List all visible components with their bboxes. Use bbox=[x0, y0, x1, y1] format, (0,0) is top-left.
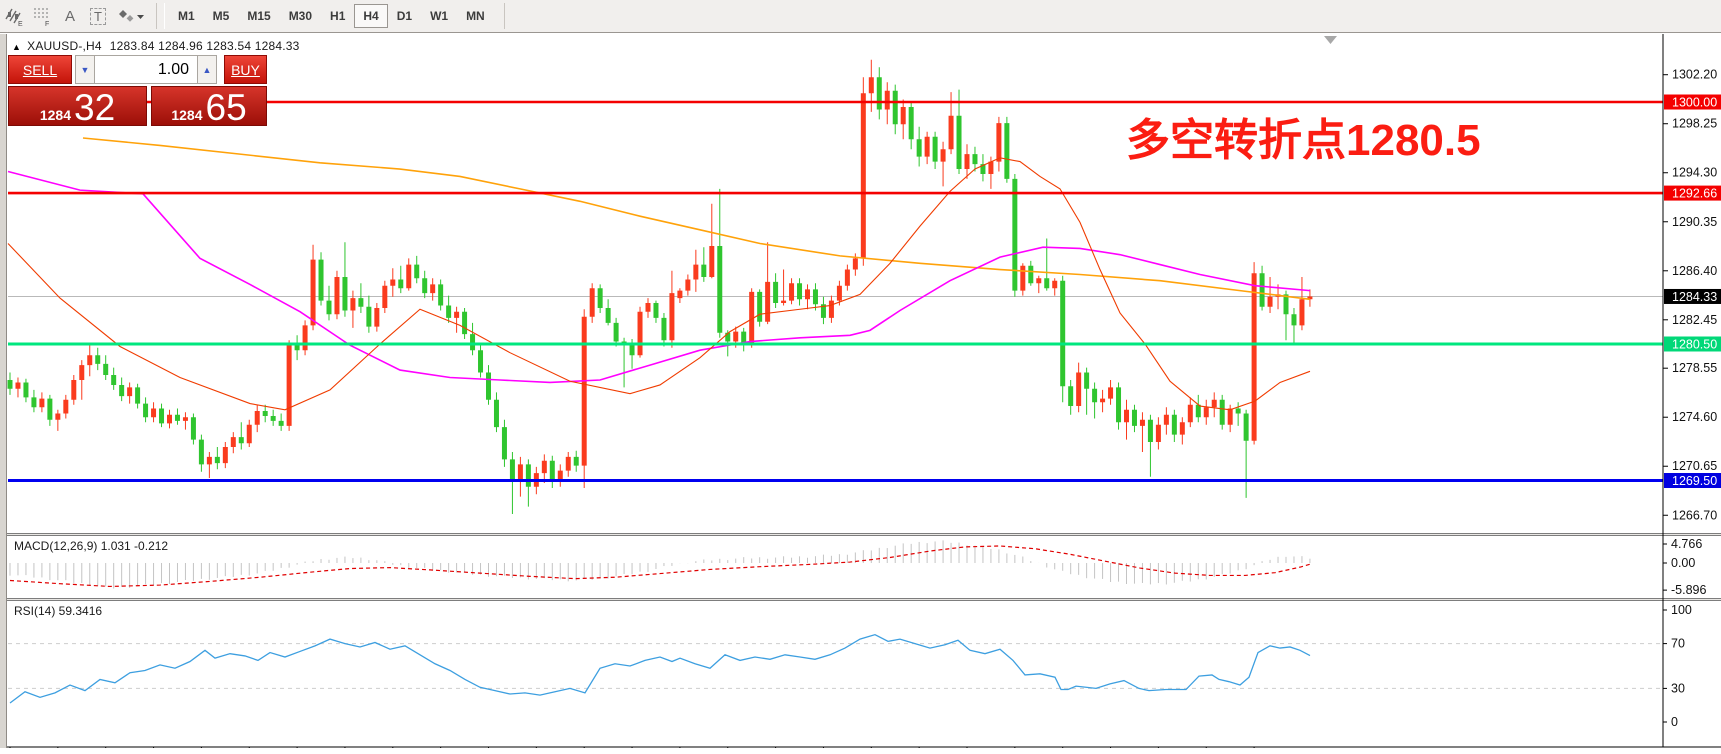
price-axis-label: 1278.55 bbox=[1672, 361, 1717, 375]
price-marker-box bbox=[1664, 94, 1721, 110]
timeframe-m1[interactable]: M1 bbox=[178, 9, 195, 23]
symbol-name: XAUUSD-,H4 bbox=[27, 39, 102, 53]
triangle-down-icon: ▼ bbox=[80, 64, 90, 75]
symbol-ohlc-line: ▲ XAUUSD-,H4 1283.84 1284.96 1283.54 1284.… bbox=[12, 39, 300, 53]
macd-signal-line bbox=[9, 545, 1312, 588]
price-axis-label: 1282.45 bbox=[1672, 313, 1717, 327]
triangle-up-icon: ▲ bbox=[202, 64, 212, 75]
rsi-indicator-label: RSI(14) 59.3416 bbox=[14, 604, 103, 618]
bid-price-box[interactable]: 1284 32 bbox=[8, 86, 147, 128]
ask-price-big: 65 bbox=[205, 87, 247, 128]
rsi-line bbox=[9, 633, 1311, 704]
bid-price-small: 1284 bbox=[39, 107, 71, 123]
one-click-trade-widget: SELL ▼ ▲ BUY 1284 32 1284 65 bbox=[8, 55, 267, 160]
timeframe-mn[interactable]: MN bbox=[466, 9, 485, 23]
price-marker-label: 1280.50 bbox=[1672, 337, 1717, 351]
volume-decrease-button[interactable]: ▼ bbox=[75, 55, 95, 84]
window-left-edge bbox=[0, 34, 7, 748]
price-marker-box bbox=[1664, 288, 1721, 304]
chart-shift-marker-icon[interactable] bbox=[1324, 36, 1337, 44]
price-axis-label: 1270.65 bbox=[1672, 459, 1717, 473]
pattern-tool-icon[interactable]: E bbox=[1, 4, 27, 28]
sell-button[interactable]: SELL bbox=[8, 55, 72, 84]
ma-mid-line bbox=[7, 170, 1311, 384]
volume-increase-button[interactable]: ▲ bbox=[197, 55, 217, 84]
price-marker-label: 1284.33 bbox=[1672, 290, 1717, 304]
macd-axis-label: -5.896 bbox=[1671, 583, 1706, 597]
price-marker-label: 1292.66 bbox=[1672, 187, 1717, 201]
volume-input[interactable] bbox=[95, 55, 197, 84]
text-box-tool-icon[interactable]: T bbox=[85, 4, 111, 28]
rsi-axis-label: 70 bbox=[1671, 637, 1685, 651]
chart-annotation-text: 多空转折点1280.5 bbox=[1126, 116, 1481, 165]
timeframe-d1[interactable]: D1 bbox=[396, 9, 413, 23]
rsi-axis-label: 0 bbox=[1671, 715, 1678, 729]
timeframe-h4[interactable]: H4 bbox=[354, 4, 388, 28]
chart-window: 1302.20 1298.25 1294.30 1290.35 1286.40 1282.… bbox=[0, 34, 1721, 748]
panel-splitter[interactable] bbox=[0, 533, 1721, 536]
price-axis-label: 1298.25 bbox=[1672, 117, 1717, 131]
timeframe-h1[interactable]: H1 bbox=[330, 9, 346, 23]
shapes-tool-icon[interactable] bbox=[113, 4, 147, 28]
price-marker-label: 1269.50 bbox=[1672, 474, 1717, 488]
grid-tool-icon[interactable]: F bbox=[29, 4, 55, 28]
panel-splitter[interactable] bbox=[0, 598, 1721, 601]
ask-price-box[interactable]: 1284 65 bbox=[151, 86, 267, 128]
svg-text:E: E bbox=[18, 21, 23, 27]
toolbar-separator bbox=[503, 3, 506, 29]
svg-text:F: F bbox=[45, 21, 49, 27]
price-marker-box bbox=[1664, 473, 1721, 489]
ask-price-small: 1284 bbox=[171, 107, 203, 123]
chart-canvas[interactable]: 1302.20 1298.25 1294.30 1290.35 1286.40 1282.… bbox=[0, 34, 1721, 748]
price-axis-label: 1274.60 bbox=[1672, 410, 1717, 424]
toolbar: E F A T M1 bbox=[0, 0, 1721, 33]
ma-fast-line bbox=[7, 157, 1311, 411]
price-axis-label: 1294.30 bbox=[1672, 166, 1717, 180]
timeframe-m15[interactable]: M15 bbox=[247, 9, 271, 23]
timeframe-w1[interactable]: W1 bbox=[430, 9, 449, 23]
timeframe-m30[interactable]: M30 bbox=[288, 9, 313, 23]
macd-axis-label: 0.00 bbox=[1671, 556, 1695, 570]
buy-button[interactable]: BUY bbox=[224, 55, 267, 84]
rsi-axis-label: 100 bbox=[1671, 603, 1692, 617]
ohlc-values: 1283.84 1284.96 1283.54 1284.33 bbox=[109, 39, 300, 53]
price-marker-box bbox=[1664, 336, 1721, 352]
timeframe-m5[interactable]: M5 bbox=[212, 9, 230, 23]
price-axis-label: 1302.20 bbox=[1672, 68, 1717, 82]
price-marker-label: 1300.00 bbox=[1672, 96, 1717, 110]
ma-slow-line bbox=[82, 137, 1311, 301]
candle-bodies-up bbox=[15, 77, 1313, 487]
macd-indicator-label: MACD(12,26,9) 1.031 -0.212 bbox=[14, 539, 169, 553]
price-axis-label: 1290.35 bbox=[1672, 215, 1717, 229]
collapse-quote-icon[interactable]: ▲ bbox=[12, 42, 22, 52]
bid-price-big: 32 bbox=[74, 87, 116, 128]
price-axis-label: 1266.70 bbox=[1672, 508, 1717, 522]
price-axis-label: 1286.40 bbox=[1672, 264, 1717, 278]
rsi-axis-label: 30 bbox=[1671, 681, 1685, 695]
price-marker-box bbox=[1664, 185, 1721, 201]
macd-axis-label: 4.766 bbox=[1671, 537, 1702, 551]
toolbar-separator bbox=[156, 3, 165, 29]
text-label-tool-icon[interactable]: A bbox=[64, 7, 75, 25]
